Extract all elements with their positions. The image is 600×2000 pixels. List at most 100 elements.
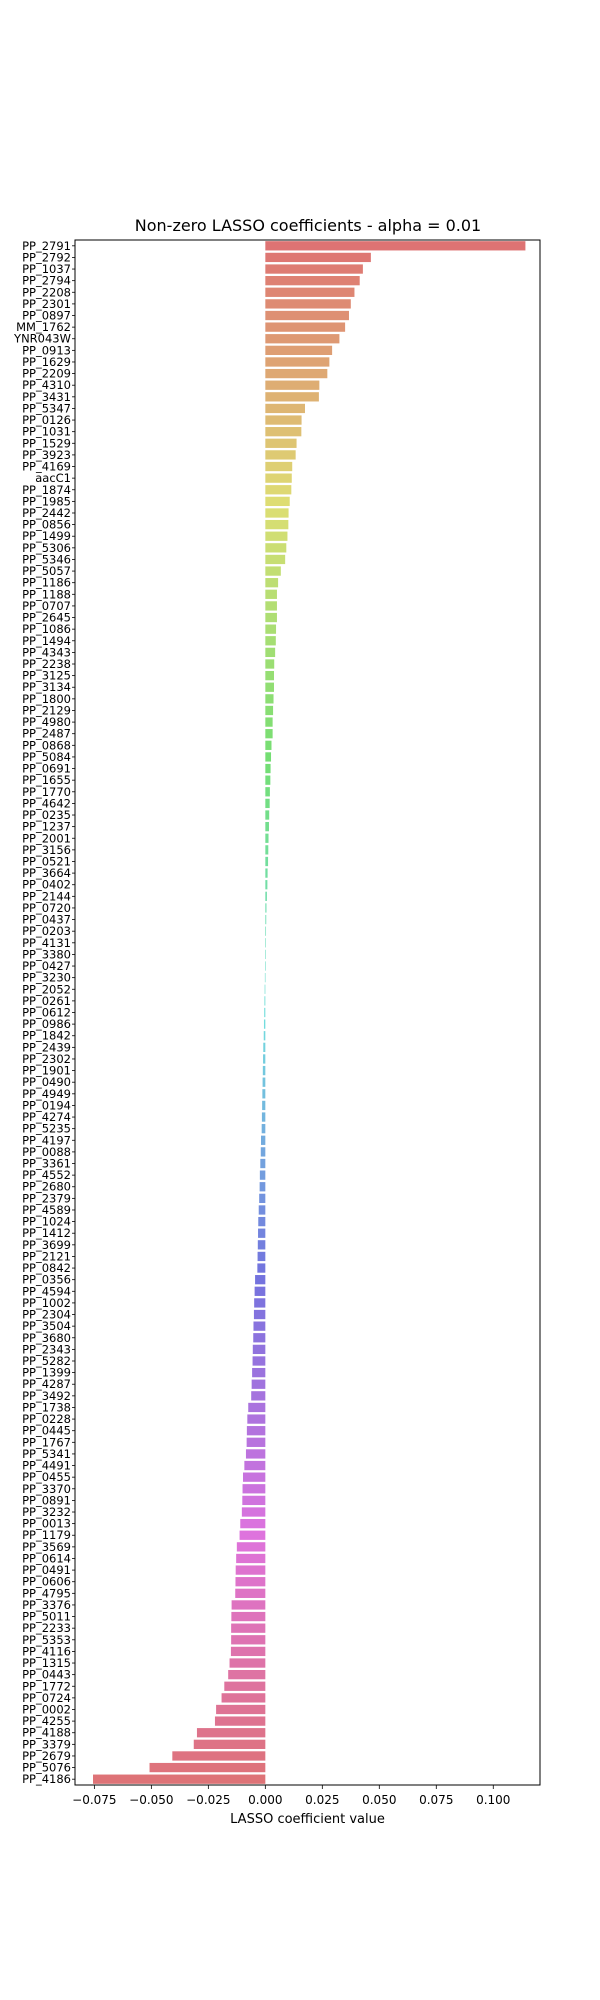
category-label: PP_2791 xyxy=(22,239,71,253)
bar-pp-3361 xyxy=(260,1158,266,1169)
bar-pp-1655 xyxy=(265,775,271,785)
bar-pp-0455 xyxy=(242,1472,266,1482)
category-label: PP_0427 xyxy=(22,959,71,973)
bar-pp-1842 xyxy=(263,1031,266,1041)
category-label: PP_3376 xyxy=(22,1598,71,1612)
bar-pp-0235 xyxy=(265,810,270,820)
bar-pp-4491 xyxy=(244,1460,266,1471)
chart-title: Non-zero LASSO coefficients - alpha = 0.… xyxy=(135,216,481,235)
x-tick-label: 0.050 xyxy=(362,1793,396,1807)
bar-pp-0228 xyxy=(247,1414,266,1424)
category-label: PP_0891 xyxy=(22,1493,71,1507)
category-label: PP_0126 xyxy=(22,413,71,427)
bar-pp-2001 xyxy=(265,833,269,843)
bar-pp-5011 xyxy=(231,1611,266,1622)
bar-pp-2792 xyxy=(265,252,371,263)
bar-pp-1002 xyxy=(254,1298,266,1308)
bar-pp-2679 xyxy=(172,1751,266,1761)
category-label: PP_0013 xyxy=(22,1517,71,1531)
category-label: PP_5306 xyxy=(22,541,71,555)
bar-pp-2794 xyxy=(265,276,360,286)
category-label: PP_2001 xyxy=(22,831,71,845)
bar-pp-2791 xyxy=(265,241,526,251)
x-tick-label: 0.100 xyxy=(476,1793,510,1807)
bar-pp-0691 xyxy=(265,763,271,774)
bar-pp-0986 xyxy=(263,1019,266,1029)
bar-pp-3664 xyxy=(265,868,268,878)
bar-pp-0707 xyxy=(265,601,277,611)
bar-pp-0856 xyxy=(265,519,289,530)
category-label: PP_0612 xyxy=(22,1006,71,1020)
category-label: PP_0842 xyxy=(22,1261,71,1275)
category-label: PP_0088 xyxy=(22,1145,71,1159)
bar-pp-0427 xyxy=(265,961,266,971)
category-label: PP_0194 xyxy=(22,1098,71,1112)
bar-pp-0614 xyxy=(236,1553,266,1564)
category-label: PP_5353 xyxy=(22,1633,71,1647)
bar-pp-4795 xyxy=(235,1588,266,1598)
category-label: PP_1874 xyxy=(22,483,71,497)
bar-pp-1037 xyxy=(265,264,363,274)
bar-pp-0897 xyxy=(265,310,349,321)
bar-pp-3125 xyxy=(265,670,274,681)
category-label: PP_4197 xyxy=(22,1133,71,1147)
bar-pp-4131 xyxy=(265,938,266,948)
category-label: PP_3232 xyxy=(22,1505,71,1519)
category-label: PP_3699 xyxy=(22,1238,71,1252)
category-label: PP_5084 xyxy=(22,750,71,764)
bar-pp-4310 xyxy=(265,380,320,390)
bar-pp-1399 xyxy=(252,1367,266,1378)
category-label: PP_2052 xyxy=(22,982,71,996)
bar-pp-1237 xyxy=(265,821,269,832)
bar-pp-0720 xyxy=(265,903,267,913)
category-label: PP_4980 xyxy=(22,715,71,729)
category-label: PP_3680 xyxy=(22,1331,71,1345)
x-axis-label: LASSO coefficient value xyxy=(230,1812,385,1827)
bar-pp-2209 xyxy=(265,368,328,379)
category-label: PP_3569 xyxy=(22,1540,71,1554)
category-label: PP_0356 xyxy=(22,1273,71,1287)
bar-pp-1800 xyxy=(265,694,274,704)
category-label: PP_2209 xyxy=(22,367,71,381)
bar-pp-4642 xyxy=(265,798,270,809)
bar-pp-2439 xyxy=(263,1042,266,1052)
bar-pp-0402 xyxy=(265,880,268,890)
category-label: PP_0856 xyxy=(22,518,71,532)
bar-pp-0002 xyxy=(216,1704,266,1715)
category-label: PP_0491 xyxy=(22,1563,71,1577)
bar-pp-4949 xyxy=(262,1089,266,1099)
category-label: YNR043W xyxy=(13,332,71,346)
category-label: PP_0445 xyxy=(22,1424,71,1438)
bar-pp-2233 xyxy=(231,1623,266,1633)
bar-pp-0203 xyxy=(265,926,267,936)
bar-pp-4343 xyxy=(265,647,276,658)
bar-pp-0261 xyxy=(264,996,266,1006)
bar-pp-5341 xyxy=(245,1449,266,1459)
category-label: MM_1762 xyxy=(16,320,71,334)
category-label: PP_0614 xyxy=(22,1551,71,1565)
category-label: PP_3504 xyxy=(22,1319,71,1333)
category-label: PP_4343 xyxy=(22,645,71,659)
bar-pp-2680 xyxy=(259,1182,266,1192)
bar-pp-0868 xyxy=(265,740,272,750)
bar-pp-2238 xyxy=(265,659,275,669)
bar-pp-1738 xyxy=(248,1402,266,1413)
category-label: PP_3134 xyxy=(22,680,71,694)
bar-pp-2144 xyxy=(265,891,267,901)
bar-pp-4589 xyxy=(258,1205,266,1215)
bar-pp-2052 xyxy=(264,984,266,994)
bar-pp-0606 xyxy=(235,1577,266,1587)
bar-pp-3504 xyxy=(253,1321,266,1331)
category-label: PP_4255 xyxy=(22,1714,71,1728)
bar-pp-0913 xyxy=(265,345,333,356)
category-label: PP_3664 xyxy=(22,866,71,880)
category-label: PP_4116 xyxy=(22,1644,71,1658)
category-label: PP_0002 xyxy=(22,1702,71,1716)
bar-pp-4188 xyxy=(196,1728,266,1738)
bar-pp-3569 xyxy=(236,1542,266,1552)
category-label: PP_1494 xyxy=(22,634,71,648)
bar-pp-3923 xyxy=(265,450,296,460)
bar-pp-1031 xyxy=(265,427,302,437)
category-label: PP_2645 xyxy=(22,611,71,625)
